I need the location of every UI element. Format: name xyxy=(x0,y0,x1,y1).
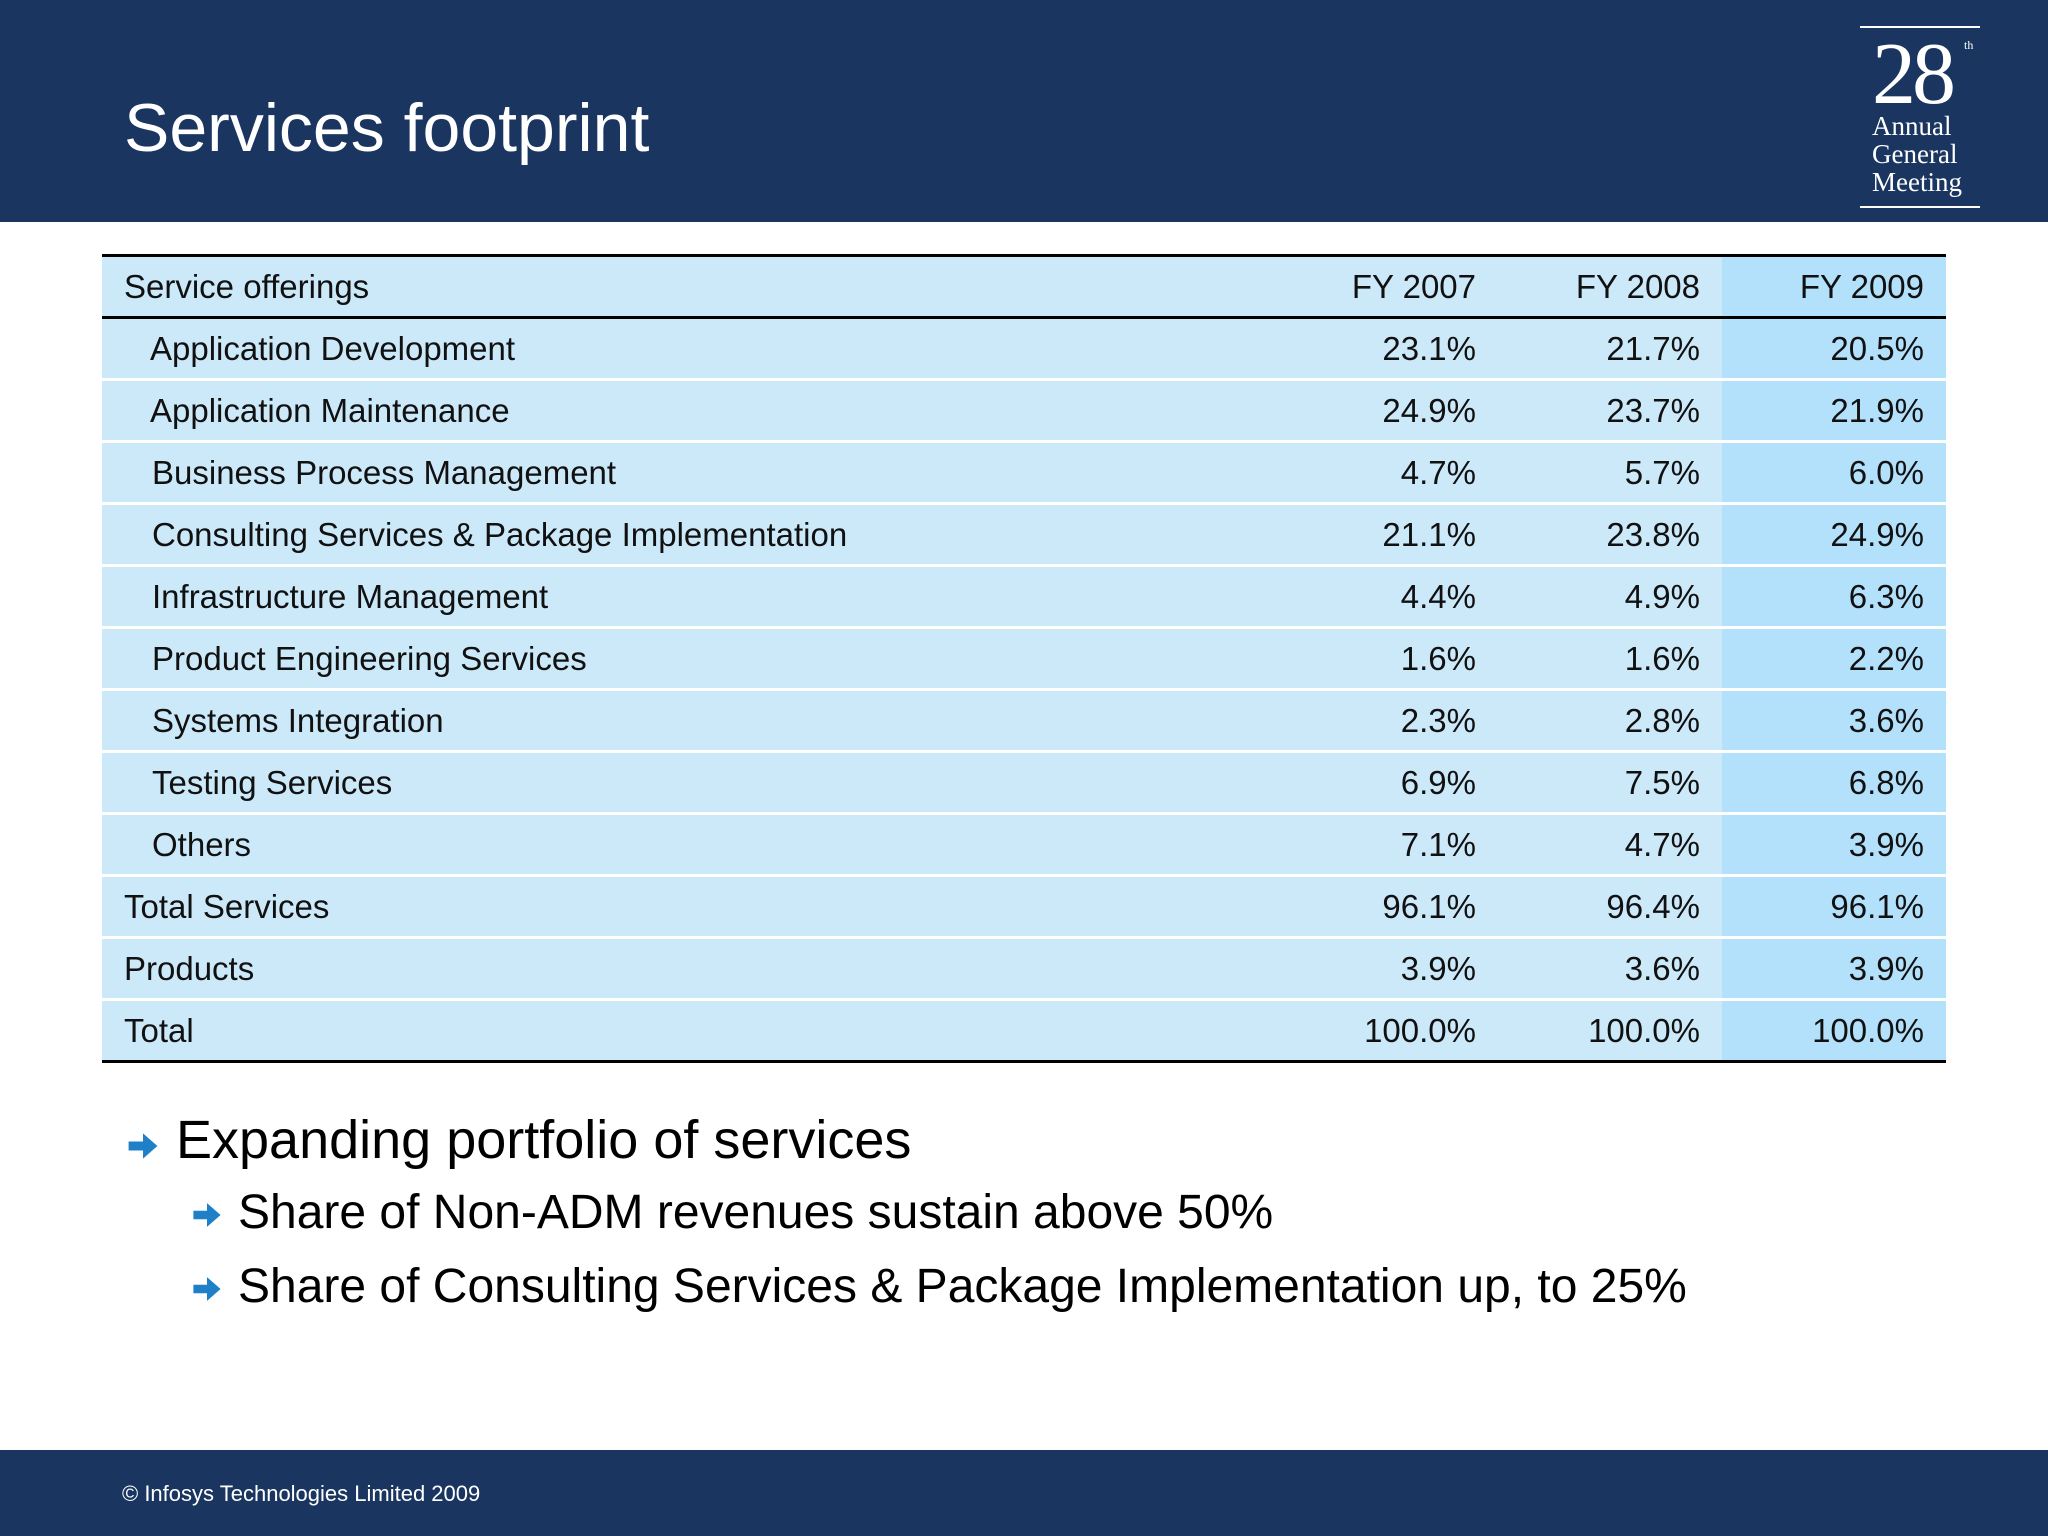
cell-fy2008: 21.7% xyxy=(1498,317,1722,380)
cell-fy2008: 4.9% xyxy=(1498,564,1722,628)
header-fy2008: FY 2008 xyxy=(1498,254,1722,319)
bullet-sub-text: Share of Non-ADM revenues sustain above … xyxy=(238,1186,1274,1239)
cell-fy2007: 2.3% xyxy=(1274,688,1498,752)
cell-fy2007: 6.9% xyxy=(1274,750,1498,814)
table-row: Total Services 96.1% 96.4% 96.1% xyxy=(102,874,1946,938)
table-row: Business Process Management 4.7% 5.7% 6.… xyxy=(102,440,1946,504)
row-label: Total Services xyxy=(102,874,1274,938)
row-label: Application Development xyxy=(102,317,1274,380)
cell-fy2008: 5.7% xyxy=(1498,440,1722,504)
cell-fy2009: 6.8% xyxy=(1722,750,1946,814)
row-label: Others xyxy=(102,812,1274,876)
table-row: Products 3.9% 3.6% 3.9% xyxy=(102,936,1946,1000)
agm-logo-line: Meeting xyxy=(1872,167,1962,197)
cell-fy2008: 100.0% xyxy=(1498,998,1722,1063)
row-label: Systems Integration xyxy=(102,688,1274,752)
copyright-text: © Infosys Technologies Limited 2009 xyxy=(122,1481,481,1506)
header-fy2009: FY 2009 xyxy=(1722,254,1946,319)
cell-fy2009: 3.6% xyxy=(1722,688,1946,752)
row-label: Products xyxy=(102,936,1274,1000)
row-label: Total xyxy=(102,998,1274,1063)
cell-fy2009: 6.3% xyxy=(1722,564,1946,628)
bullet-sub: Share of Consulting Services & Package I… xyxy=(124,1250,1924,1324)
cell-fy2009: 20.5% xyxy=(1722,317,1946,380)
header-fy2007: FY 2007 xyxy=(1274,254,1498,319)
row-label: Application Maintenance xyxy=(102,378,1274,442)
arrow-right-icon xyxy=(190,1198,224,1232)
row-label: Product Engineering Services xyxy=(102,626,1274,690)
cell-fy2008: 3.6% xyxy=(1498,936,1722,1000)
table-row: Application Development 23.1% 21.7% 20.5… xyxy=(102,317,1946,380)
table-row: Product Engineering Services 1.6% 1.6% 2… xyxy=(102,626,1946,690)
bullet-sub: Share of Non-ADM revenues sustain above … xyxy=(124,1176,1924,1250)
cell-fy2007: 4.4% xyxy=(1274,564,1498,628)
table-row: Testing Services 6.9% 7.5% 6.8% xyxy=(102,750,1946,814)
cell-fy2007: 4.7% xyxy=(1274,440,1498,504)
agm-logo: 28 th Annual General Meeting xyxy=(1860,26,1980,208)
row-label: Consulting Services & Package Implementa… xyxy=(102,502,1274,566)
cell-fy2008: 2.8% xyxy=(1498,688,1722,752)
cell-fy2009: 21.9% xyxy=(1722,378,1946,442)
cell-fy2008: 1.6% xyxy=(1498,626,1722,690)
bullet-main: Expanding portfolio of services xyxy=(124,1104,1924,1176)
cell-fy2008: 4.7% xyxy=(1498,812,1722,876)
cell-fy2007: 24.9% xyxy=(1274,378,1498,442)
bullet-sub-text: Share of Consulting Services & Package I… xyxy=(238,1260,1687,1313)
arrow-right-icon xyxy=(190,1272,224,1306)
cell-fy2007: 23.1% xyxy=(1274,317,1498,380)
header-band xyxy=(0,0,2048,222)
row-label: Testing Services xyxy=(102,750,1274,814)
cell-fy2007: 1.6% xyxy=(1274,626,1498,690)
services-table: Service offerings FY 2007 FY 2008 FY 200… xyxy=(102,254,1946,1063)
table-row: Systems Integration 2.3% 2.8% 3.6% xyxy=(102,688,1946,752)
cell-fy2007: 7.1% xyxy=(1274,812,1498,876)
agm-logo-superscript: th xyxy=(1964,38,1974,52)
agm-logo-line: Annual xyxy=(1872,111,1952,141)
table-row: Application Maintenance 24.9% 23.7% 21.9… xyxy=(102,378,1946,442)
table-row: Consulting Services & Package Implementa… xyxy=(102,502,1946,566)
table-row: Total 100.0% 100.0% 100.0% xyxy=(102,998,1946,1063)
row-label: Business Process Management xyxy=(102,440,1274,504)
bullet-main-text: Expanding portfolio of services xyxy=(176,1110,912,1170)
cell-fy2007: 96.1% xyxy=(1274,874,1498,938)
table-header-row: Service offerings FY 2007 FY 2008 FY 200… xyxy=(102,254,1946,319)
cell-fy2009: 3.9% xyxy=(1722,812,1946,876)
cell-fy2008: 96.4% xyxy=(1498,874,1722,938)
cell-fy2008: 7.5% xyxy=(1498,750,1722,814)
footer-band xyxy=(0,1450,2048,1536)
agm-logo-text: Annual General Meeting xyxy=(1872,112,1962,196)
table-row: Others 7.1% 4.7% 3.9% xyxy=(102,812,1946,876)
bullet-list: Expanding portfolio of services Share of… xyxy=(124,1104,1924,1324)
arrow-right-icon xyxy=(124,1128,162,1164)
cell-fy2009: 24.9% xyxy=(1722,502,1946,566)
cell-fy2007: 3.9% xyxy=(1274,936,1498,1000)
row-label: Infrastructure Management xyxy=(102,564,1274,628)
cell-fy2007: 21.1% xyxy=(1274,502,1498,566)
cell-fy2008: 23.8% xyxy=(1498,502,1722,566)
agm-logo-line: General xyxy=(1872,139,1958,169)
cell-fy2009: 2.2% xyxy=(1722,626,1946,690)
cell-fy2009: 6.0% xyxy=(1722,440,1946,504)
cell-fy2007: 100.0% xyxy=(1274,998,1498,1063)
agm-logo-number: 28 xyxy=(1872,26,1956,123)
cell-fy2009: 3.9% xyxy=(1722,936,1946,1000)
table-row: Infrastructure Management 4.4% 4.9% 6.3% xyxy=(102,564,1946,628)
header-service-offerings: Service offerings xyxy=(102,254,1274,319)
cell-fy2009: 96.1% xyxy=(1722,874,1946,938)
cell-fy2008: 23.7% xyxy=(1498,378,1722,442)
slide-title: Services footprint xyxy=(124,90,650,166)
cell-fy2009: 100.0% xyxy=(1722,998,1946,1063)
